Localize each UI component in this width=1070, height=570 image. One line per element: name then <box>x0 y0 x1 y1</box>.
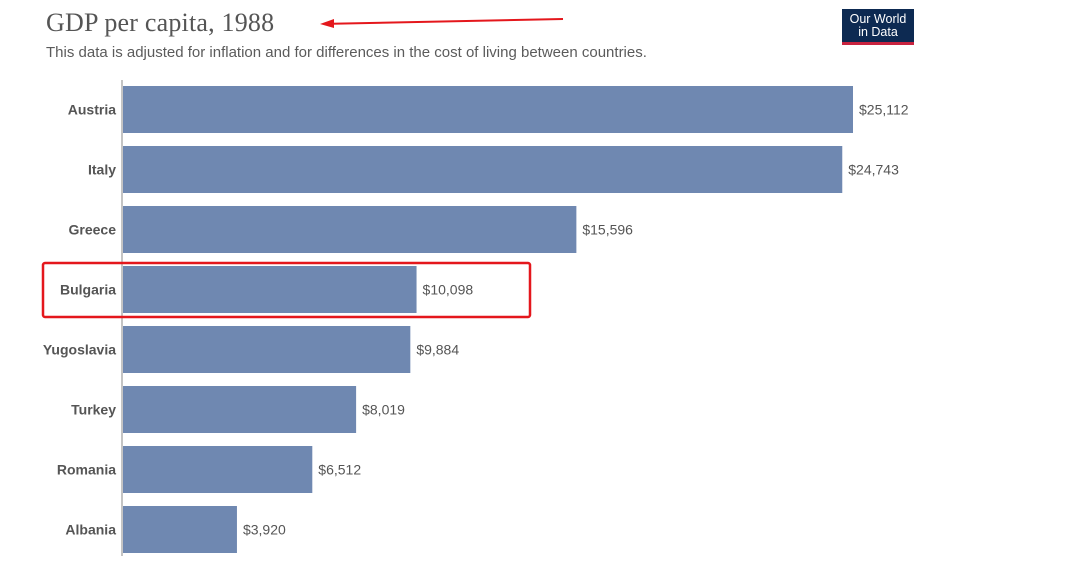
value-label-italy: $24,743 <box>848 162 899 178</box>
category-label-greece: Greece <box>69 222 117 238</box>
annotation-arrow-shaft <box>331 18 564 25</box>
category-label-yugoslavia: Yugoslavia <box>43 342 116 358</box>
category-label-romania: Romania <box>57 462 116 478</box>
chart-title: GDP per capita, 1988 <box>46 8 275 37</box>
value-label-greece: $15,596 <box>582 222 633 238</box>
category-label-albania: Albania <box>65 522 116 538</box>
owid-logo[interactable]: Our World in Data <box>842 9 914 45</box>
value-label-austria: $25,112 <box>859 102 909 118</box>
value-label-yugoslavia: $9,884 <box>416 342 459 358</box>
bar-austria[interactable] <box>123 86 853 133</box>
category-label-turkey: Turkey <box>71 402 116 418</box>
value-label-albania: $3,920 <box>243 522 286 538</box>
value-label-turkey: $8,019 <box>362 402 405 418</box>
bar-albania[interactable] <box>123 506 237 553</box>
chart-subtitle: This data is adjusted for inflation and … <box>46 44 647 61</box>
bar-romania[interactable] <box>123 446 313 493</box>
bar-greece[interactable] <box>123 206 577 253</box>
value-label-bulgaria: $10,098 <box>423 282 474 298</box>
annotation-arrow-head <box>320 19 334 28</box>
category-label-austria: Austria <box>68 102 116 118</box>
bar-italy[interactable] <box>123 146 843 193</box>
logo-line-1: Our World <box>849 12 907 26</box>
value-label-romania: $6,512 <box>318 462 361 478</box>
bar-bulgaria[interactable] <box>123 266 417 313</box>
logo-line-2: in Data <box>858 25 898 39</box>
bar-yugoslavia[interactable] <box>123 326 411 373</box>
bar-turkey[interactable] <box>123 386 357 433</box>
category-label-italy: Italy <box>88 162 116 178</box>
category-label-bulgaria: Bulgaria <box>60 282 116 298</box>
highlight-box <box>41 261 532 319</box>
